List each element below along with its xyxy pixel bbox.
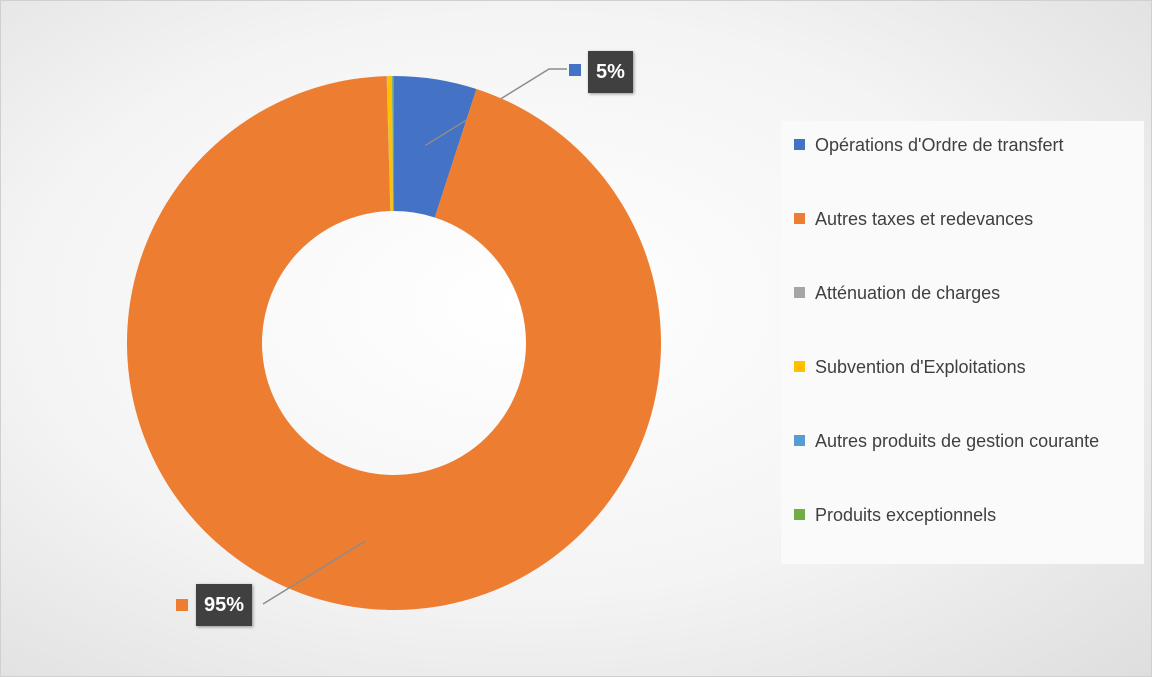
legend-label: Subvention d'Exploitations: [815, 357, 1026, 377]
legend-key: [794, 435, 805, 446]
legend-label: Autres produits de gestion courante: [815, 431, 1100, 451]
legend-key: [794, 509, 805, 520]
legend-item: Opérations d'Ordre de transfert: [781, 133, 1144, 207]
legend-key: [794, 213, 805, 224]
legend-item: Produits exceptionnels: [781, 503, 1144, 577]
legend-key: [794, 361, 805, 372]
leader-line: [262, 540, 366, 605]
legend-label: Produits exceptionnels: [815, 505, 997, 525]
legend-label: Autres taxes et redevances: [815, 209, 1034, 229]
data-label: 5%: [588, 51, 633, 93]
data-label: 95%: [196, 584, 253, 626]
legend: Opérations d'Ordre de transfert Autres ta…: [781, 121, 1144, 564]
legend-item: Autres produits de gestion courante: [781, 429, 1144, 503]
donut-slice: [394, 76, 477, 218]
legend-key: [794, 287, 805, 298]
donut-slice: [392, 76, 394, 212]
donut-slice: [386, 76, 391, 212]
legend-item: Atténuation de charges: [781, 281, 1144, 355]
donut-slice: [386, 76, 394, 212]
label-key: [569, 64, 581, 76]
label-key: [176, 599, 188, 611]
legend-label: Opérations d'Ordre de transfert: [815, 135, 1064, 155]
donut-slice: [391, 76, 394, 212]
legend-key: [794, 139, 805, 150]
legend-item: Subvention d'Exploitations: [781, 355, 1144, 429]
donut-slice: [127, 76, 662, 611]
legend-item: Autres taxes et redevances: [781, 207, 1144, 281]
legend-label: Atténuation de charges: [815, 283, 1001, 303]
